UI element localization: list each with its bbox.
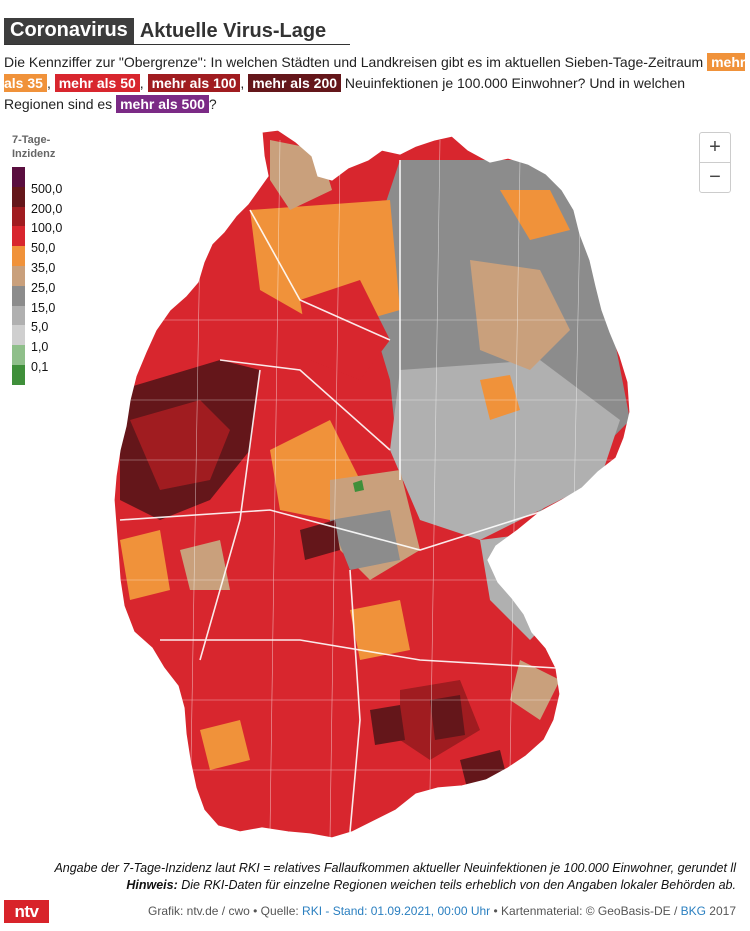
header-tag: Coronavirus xyxy=(4,18,134,44)
credit-year: 2017 xyxy=(705,904,736,918)
legend-title-line1: 7-Tage- xyxy=(12,134,51,146)
legend-item: 25,0 xyxy=(12,265,82,295)
district-borders xyxy=(120,139,630,838)
footnote-hint-label: Hinweis: xyxy=(126,878,178,892)
legend-swatch xyxy=(12,246,25,266)
region-nrw-100 xyxy=(130,400,230,490)
zoom-out-button[interactable]: − xyxy=(700,162,730,192)
legend-rows: 500,0 200,0 100,0 50,0 35,0 25,0 15,0 5,0 1,0 0,1 xyxy=(12,167,82,385)
legend-swatch xyxy=(12,285,25,306)
footnote: Angabe der 7-Tage-Inzidenz laut RKI = re… xyxy=(0,860,736,894)
legend-item: 5,0 xyxy=(12,305,82,334)
region-south-200-a xyxy=(430,695,465,740)
legend-swatch xyxy=(12,265,25,286)
zoom-control: + − xyxy=(699,132,731,193)
credit-map: • Kartenmaterial: © GeoBasis-DE / xyxy=(490,904,681,918)
page-title: Aktuelle Virus-Lage xyxy=(139,19,327,42)
region-green-kassel xyxy=(353,480,364,492)
legend-swatch xyxy=(12,305,25,326)
germany-choropleth-map[interactable] xyxy=(100,120,660,850)
legend-item: 15,0 xyxy=(12,285,82,315)
ntv-logo: ntv xyxy=(4,900,49,923)
tag-100: mehr als 100 xyxy=(147,74,241,92)
region-orange-east xyxy=(480,375,520,420)
region-center-200 xyxy=(300,520,340,560)
map-regions xyxy=(114,130,630,838)
tag-200: mehr als 200 xyxy=(248,74,342,92)
legend-title: 7-Tage- Inzidenz xyxy=(12,133,82,161)
legend-item: 500,0 xyxy=(12,167,82,196)
legend-swatch xyxy=(12,206,25,227)
region-east-lightgrey xyxy=(390,360,620,540)
legend-swatch xyxy=(12,186,25,207)
legend-swatch xyxy=(12,325,25,346)
germany-outline xyxy=(113,129,631,839)
region-mid-tan xyxy=(180,540,230,590)
region-south-orange xyxy=(350,600,410,660)
intro-text: Die Kennziffer zur "Obergrenze": In welc… xyxy=(4,52,746,115)
region-center-grey xyxy=(330,510,400,570)
legend-item: 50,0 xyxy=(12,226,82,255)
region-bw-orange xyxy=(200,720,250,770)
intro-sep: , xyxy=(139,75,148,91)
legend-item: 0,1 xyxy=(12,345,82,374)
source-link[interactable]: RKI - Stand: 01.09.2021, 00:00 Uhr xyxy=(302,904,491,918)
legend-label: 50,0 xyxy=(31,241,56,256)
footnote-hint: Hinweis: Die RKI-Daten für einzelne Regi… xyxy=(0,877,736,894)
intro-part1: Die Kennziffer zur "Obergrenze": In welc… xyxy=(4,54,708,70)
intro-sep: , xyxy=(240,75,249,91)
region-south-200-c xyxy=(370,705,405,745)
intro-sep: , xyxy=(46,75,55,91)
legend-item: 35,0 xyxy=(12,246,82,275)
region-tan-east xyxy=(470,260,570,370)
legend-label: 500,0 xyxy=(31,181,63,196)
bkg-link[interactable]: BKG xyxy=(680,904,706,918)
legend-item: 100,0 xyxy=(12,206,82,235)
legend-label: 200,0 xyxy=(31,201,63,216)
tag-50: mehr als 50 xyxy=(54,74,140,92)
footnote-definition: Angabe der 7-Tage-Inzidenz laut RKI = re… xyxy=(54,861,736,875)
legend-item xyxy=(12,364,82,385)
region-bavaria-tan xyxy=(510,660,560,720)
header-underline xyxy=(4,44,350,45)
legend-label: 100,0 xyxy=(31,221,63,236)
zoom-in-button[interactable]: + xyxy=(709,136,721,158)
legend-label: 25,0 xyxy=(31,280,56,295)
legend-swatch xyxy=(12,345,25,365)
legend-label: 15,0 xyxy=(31,300,56,315)
legend-item: 200,0 xyxy=(12,186,82,216)
credit-grafik: Grafik: ntv.de / cwo • Quelle: xyxy=(148,904,303,918)
legend-swatch xyxy=(12,364,25,385)
legend-label: 5,0 xyxy=(31,320,49,335)
region-west-orange xyxy=(120,530,170,600)
region-red-north xyxy=(300,280,390,380)
legend-swatch xyxy=(12,226,25,247)
legend-item: 1,0 xyxy=(12,325,82,354)
header: Coronavirus Aktuelle Virus-Lage xyxy=(4,18,326,44)
credits: Grafik: ntv.de / cwo • Quelle: RKI - Sta… xyxy=(148,904,736,918)
region-orange-ne xyxy=(500,190,570,240)
intro-part2: Neuinfektionen je 100.000 Einwohner? Und… xyxy=(4,75,686,112)
footnote-hint-text: Die RKI-Daten für einzelne Regionen weic… xyxy=(177,878,736,892)
intro-part3: ? xyxy=(208,96,217,112)
legend-title-line2: Inzidenz xyxy=(12,148,56,160)
legend-swatch xyxy=(12,167,25,187)
legend-label: 1,0 xyxy=(31,340,49,355)
map-legend: 7-Tage- Inzidenz 500,0 200,0 100,0 50,0 35,0… xyxy=(12,133,82,385)
legend-label: 35,0 xyxy=(31,260,56,275)
legend-label: 0,1 xyxy=(31,359,49,374)
tag-500: mehr als 500 xyxy=(116,95,209,113)
